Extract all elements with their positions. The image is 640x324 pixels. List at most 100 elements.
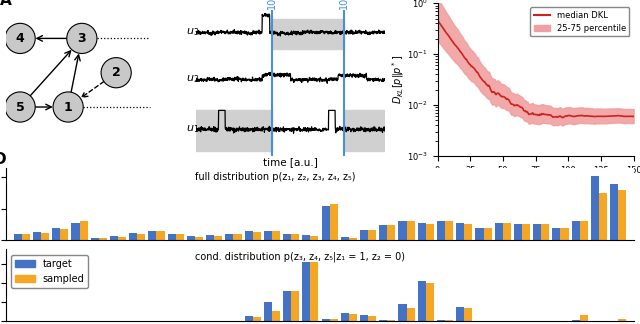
- Bar: [22, 235, 30, 240]
- Bar: [302, 235, 310, 240]
- Bar: [118, 237, 126, 240]
- Bar: [225, 235, 234, 240]
- Text: 101: 101: [267, 0, 276, 9]
- Bar: [456, 223, 464, 240]
- Bar: [91, 237, 99, 240]
- Bar: [610, 184, 618, 240]
- Bar: [484, 227, 492, 240]
- Circle shape: [5, 92, 35, 122]
- Bar: [176, 235, 184, 240]
- Text: full distribution p(z₁, z₂, z₃, z₄, z₅): full distribution p(z₁, z₂, z₃, z₄, z₅): [195, 172, 355, 182]
- Bar: [456, 307, 464, 321]
- Bar: [368, 316, 376, 321]
- Bar: [129, 233, 137, 240]
- Bar: [591, 176, 599, 240]
- Bar: [522, 225, 530, 240]
- Bar: [206, 235, 214, 240]
- Bar: [283, 291, 291, 321]
- Bar: [387, 225, 396, 240]
- Bar: [60, 229, 68, 240]
- Bar: [406, 221, 415, 240]
- Bar: [244, 231, 253, 240]
- Bar: [187, 236, 195, 240]
- Bar: [264, 231, 272, 240]
- Bar: [99, 237, 107, 240]
- Bar: [561, 227, 568, 240]
- Bar: [580, 315, 588, 321]
- Bar: [426, 224, 434, 240]
- Bar: [52, 227, 60, 240]
- Bar: [552, 227, 561, 240]
- Bar: [541, 225, 549, 240]
- Bar: [418, 223, 426, 240]
- Bar: [302, 262, 310, 321]
- Text: $u_1$: $u_1$: [186, 123, 200, 135]
- Bar: [41, 233, 49, 240]
- Bar: [13, 234, 22, 240]
- X-axis label: training steps [1]: training steps [1]: [493, 180, 578, 190]
- Bar: [110, 236, 118, 240]
- Bar: [349, 314, 357, 321]
- Bar: [330, 204, 338, 240]
- Text: cond. distribution p(z₃, z₄, z₅|z₁ = 1, z₂ = 0): cond. distribution p(z₃, z₄, z₅|z₁ = 1, …: [195, 252, 404, 262]
- Bar: [79, 221, 88, 240]
- Bar: [291, 235, 300, 240]
- Bar: [495, 223, 503, 240]
- Bar: [426, 283, 434, 321]
- Bar: [310, 262, 319, 321]
- Bar: [283, 234, 291, 240]
- Legend: target, sampled: target, sampled: [12, 255, 88, 288]
- Bar: [580, 221, 588, 240]
- Bar: [321, 206, 330, 240]
- Bar: [399, 221, 406, 240]
- Text: 5: 5: [16, 100, 24, 113]
- Bar: [533, 225, 541, 240]
- Bar: [618, 319, 627, 321]
- Bar: [310, 236, 319, 240]
- Bar: [168, 234, 176, 240]
- Text: 100: 100: [339, 0, 349, 9]
- Bar: [437, 221, 445, 240]
- Text: 2: 2: [112, 66, 120, 79]
- Bar: [72, 223, 79, 240]
- Bar: [503, 223, 511, 240]
- Bar: [214, 236, 222, 240]
- Text: $u_3$: $u_3$: [186, 27, 200, 39]
- Bar: [33, 232, 41, 240]
- Bar: [380, 225, 387, 240]
- Bar: [406, 308, 415, 321]
- Bar: [514, 225, 522, 240]
- Bar: [445, 320, 453, 321]
- Bar: [137, 234, 145, 240]
- Bar: [360, 230, 368, 240]
- Bar: [387, 320, 396, 321]
- Bar: [234, 235, 241, 240]
- Bar: [445, 221, 453, 240]
- Bar: [464, 224, 472, 240]
- Text: 4: 4: [16, 32, 24, 45]
- Bar: [340, 237, 349, 240]
- Bar: [380, 320, 387, 321]
- Bar: [253, 232, 260, 240]
- Bar: [418, 281, 426, 321]
- Bar: [253, 317, 260, 321]
- Bar: [464, 308, 472, 321]
- Text: $u_2$: $u_2$: [186, 74, 200, 86]
- Legend: median DKL, 25-75 percentile: median DKL, 25-75 percentile: [530, 7, 629, 36]
- Circle shape: [67, 23, 97, 53]
- Bar: [599, 193, 607, 240]
- Bar: [321, 319, 330, 321]
- Bar: [618, 190, 627, 240]
- Y-axis label: $D_{KL}[p \| p^*]$: $D_{KL}[p \| p^*]$: [390, 55, 406, 104]
- Bar: [360, 316, 368, 321]
- Bar: [572, 320, 580, 321]
- Bar: [330, 319, 338, 321]
- Polygon shape: [344, 110, 385, 152]
- Bar: [148, 231, 156, 240]
- Text: 1: 1: [64, 100, 72, 113]
- Bar: [340, 313, 349, 321]
- Bar: [349, 237, 357, 240]
- Bar: [291, 291, 300, 321]
- Bar: [272, 231, 280, 240]
- Text: A: A: [0, 0, 12, 8]
